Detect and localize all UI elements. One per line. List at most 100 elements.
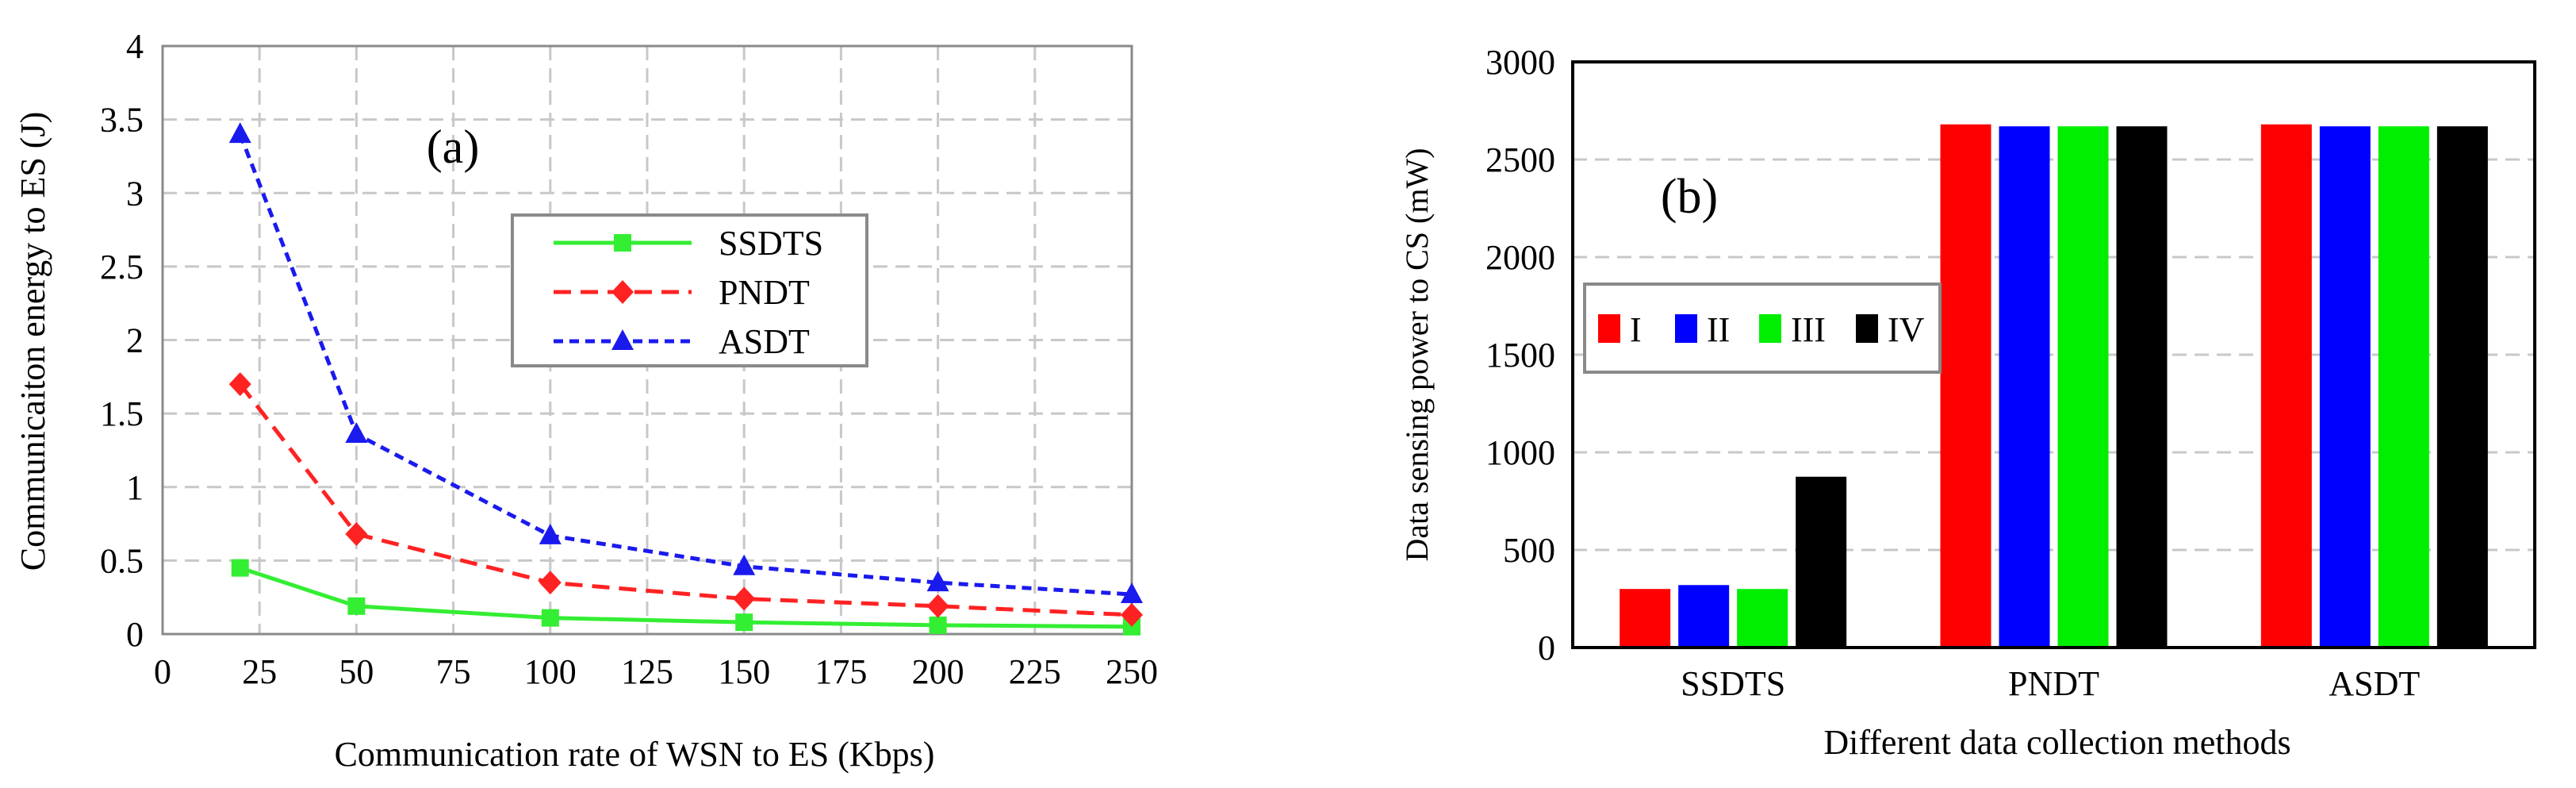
x-tick-labels: SSDTS PNDT ASDT xyxy=(1681,664,2420,703)
data-point xyxy=(231,559,249,577)
bar-i xyxy=(1940,124,1991,648)
panel-label: (b) xyxy=(1661,170,1718,224)
y-tick-labels: 0 500 1000 1500 2000 2500 3000 xyxy=(1485,43,1555,667)
x-axis-label: Different data collection methods xyxy=(1823,723,2290,762)
bar-iv xyxy=(2116,126,2168,648)
bar-iii xyxy=(1737,589,1788,648)
legend: I II III IV xyxy=(1583,283,1942,374)
bar-group-pndt xyxy=(1940,124,2168,648)
legend-label: ASDT xyxy=(719,322,810,361)
series-group xyxy=(228,122,1143,636)
data-point xyxy=(735,613,753,632)
bar-ii xyxy=(1999,126,2050,648)
bar-group-asdt xyxy=(2260,124,2488,648)
y-tick-label: 1.5 xyxy=(100,394,144,433)
x-tick-label: 0 xyxy=(154,652,171,691)
data-point xyxy=(228,122,251,144)
y-tick-label: 3.5 xyxy=(100,101,144,140)
bar-chart-panel-b: 0 500 1000 1500 2000 2500 3000 SSDTS PNDT ASDT (… xyxy=(1399,43,2536,762)
legend-swatch xyxy=(1598,314,1620,343)
data-point xyxy=(345,422,368,444)
x-tick-label: 150 xyxy=(718,652,770,691)
x-axis-label: Communication rate of WSN to ES (Kbps) xyxy=(335,735,935,774)
data-point xyxy=(539,571,562,595)
data-point xyxy=(929,616,947,634)
bars-group xyxy=(1620,124,2488,648)
x-tick-label: ASDT xyxy=(2329,664,2420,703)
x-tick-label: 225 xyxy=(1009,652,1061,691)
series-pndt xyxy=(228,372,1143,627)
legend-swatch xyxy=(1759,314,1781,343)
series-ssdts xyxy=(231,559,1140,636)
legend-label: SSDTS xyxy=(719,224,823,263)
bar-ii xyxy=(2319,126,2371,648)
x-tick-label: 200 xyxy=(912,652,964,691)
legend-label: I xyxy=(1630,310,1642,349)
data-point xyxy=(1121,602,1143,627)
plot-frame xyxy=(1571,60,2536,649)
x-tick-label: 100 xyxy=(524,652,577,691)
y-tick-label: 2.5 xyxy=(100,248,144,286)
y-tick-label: 1 xyxy=(126,468,144,507)
legend: SSDTS PNDT ASDT xyxy=(511,213,868,367)
legend-label: III xyxy=(1791,310,1826,349)
legend-marker xyxy=(611,329,634,350)
data-point xyxy=(228,372,251,397)
legend-label: PNDT xyxy=(719,273,810,312)
bar-iv xyxy=(2436,126,2488,648)
y-tick-label: 2 xyxy=(126,321,144,360)
data-point xyxy=(539,523,562,544)
data-point xyxy=(733,586,756,611)
x-tick-label: 250 xyxy=(1106,652,1158,691)
data-point xyxy=(926,594,949,618)
data-point xyxy=(347,597,366,615)
data-point xyxy=(541,609,559,627)
y-tick-label: 500 xyxy=(1503,531,1555,570)
x-tick-label: 50 xyxy=(339,652,374,691)
y-tick-labels: 0 0.5 1 1.5 2 2.5 3 3.5 4 xyxy=(100,27,144,654)
y-tick-label: 2000 xyxy=(1485,238,1555,277)
y-tick-label: 1000 xyxy=(1485,433,1555,472)
bar-iii xyxy=(2057,126,2109,648)
data-point xyxy=(926,571,949,592)
x-tick-label: 25 xyxy=(242,652,277,691)
series-line-pndt xyxy=(238,382,1133,617)
series-line-ssdts xyxy=(239,566,1133,629)
y-tick-label: 3 xyxy=(126,174,144,213)
bar-ii xyxy=(1678,585,1730,648)
legend-marker xyxy=(614,234,631,252)
legend-label: II xyxy=(1707,310,1730,349)
y-tick-label: 0 xyxy=(1538,628,1555,667)
panel-label: (a) xyxy=(427,121,480,173)
x-tick-label: 175 xyxy=(815,652,867,691)
data-point xyxy=(1121,582,1143,603)
y-tick-label: 0.5 xyxy=(100,541,144,580)
x-tick-label: 75 xyxy=(436,652,471,691)
line-chart-panel-a: 0 0.5 1 1.5 2 2.5 3 3.5 4 0 25 50 75 100 125 150 175 200… xyxy=(13,27,1158,774)
bar-i xyxy=(2260,124,2312,648)
y-axis-label: Data sensing power to CS (mW) xyxy=(1399,148,1435,561)
x-tick-label: PNDT xyxy=(2008,664,2099,703)
legend-swatch xyxy=(1675,314,1697,343)
x-tick-label: SSDTS xyxy=(1681,664,1785,703)
bar-i xyxy=(1620,589,1671,648)
legend-marker xyxy=(611,280,634,304)
legend-label: IV xyxy=(1888,310,1925,349)
x-tick-labels: 0 25 50 75 100 125 150 175 200 225 250 xyxy=(154,652,1158,691)
y-tick-label: 1500 xyxy=(1485,336,1555,375)
plot-frame xyxy=(161,44,1133,636)
y-axis-label: Communicaiton energy to ES (J) xyxy=(13,112,52,571)
series-line-asdt xyxy=(238,133,1133,597)
legend-swatch xyxy=(1856,314,1878,343)
legend-items: I II III IV xyxy=(1598,310,1925,349)
bar-group-ssdts xyxy=(1620,476,1847,648)
data-point xyxy=(345,522,368,547)
y-tick-label: 2500 xyxy=(1485,140,1555,179)
y-tick-label: 4 xyxy=(126,27,144,66)
x-tick-label: 125 xyxy=(621,652,673,691)
y-tick-label: 0 xyxy=(126,615,144,654)
y-tick-label: 3000 xyxy=(1485,43,1555,82)
data-point xyxy=(733,554,756,575)
bar-iii xyxy=(2378,126,2429,648)
